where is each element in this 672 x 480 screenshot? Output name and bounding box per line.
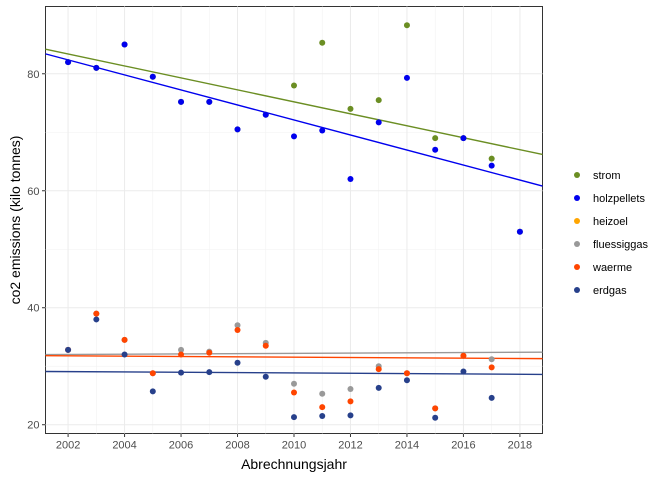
point-erdgas — [206, 369, 213, 376]
point-erdgas — [121, 351, 128, 358]
point-holzpellets — [291, 133, 297, 140]
point-erdgas — [178, 369, 185, 376]
data-points — [65, 22, 523, 421]
point-erdgas — [149, 388, 156, 395]
point-fluessiggas — [488, 356, 495, 363]
point-fluessiggas — [234, 322, 241, 329]
point-waerme — [93, 310, 100, 317]
point-waerme — [149, 370, 156, 377]
point-erdgas — [291, 414, 297, 421]
point-holzpellets — [234, 126, 241, 133]
legend-key-erdgas — [574, 287, 580, 293]
point-waerme — [121, 336, 128, 343]
trend-lines — [45, 48, 543, 376]
point-waerme — [291, 389, 297, 396]
point-erdgas — [488, 394, 495, 401]
point-waerme — [488, 364, 495, 371]
point-strom — [375, 97, 382, 104]
point-fluessiggas — [178, 346, 185, 353]
legend: strom holzpellets heizoel fluessiggas waerme… — [574, 170, 649, 297]
y-tick-label: 80 — [27, 69, 39, 81]
trend-line-fluessiggas — [45, 351, 543, 356]
point-waerme — [178, 351, 185, 358]
point-erdgas — [432, 414, 439, 421]
point-erdgas — [234, 359, 241, 366]
point-fluessiggas — [347, 386, 354, 393]
point-erdgas — [93, 316, 100, 323]
point-waerme — [206, 349, 213, 356]
point-holzpellets — [403, 74, 410, 81]
x-tick-label: 2004 — [112, 440, 136, 452]
x-tick-label: 2008 — [225, 440, 249, 452]
legend-label-heizoel: heizoel — [593, 216, 628, 228]
x-axis-title: Abrechnungsjahr — [241, 456, 347, 472]
point-erdgas — [460, 368, 467, 375]
point-holzpellets — [375, 119, 382, 126]
point-waerme — [347, 398, 354, 405]
point-holzpellets — [319, 127, 326, 134]
legend-key-waerme — [574, 264, 580, 270]
legend-label-holzpellets: holzpellets — [593, 193, 645, 205]
x-axis: 2002 2004 2006 2008 2010 2012 2014 2016 2018 — [56, 433, 532, 452]
point-fluessiggas — [291, 380, 297, 387]
point-waerme — [432, 405, 439, 412]
y-axis: 20 40 60 80 — [27, 69, 46, 432]
x-tick-label: 2012 — [338, 440, 362, 452]
y-tick-label: 40 — [27, 303, 39, 315]
point-waerme — [460, 352, 467, 359]
point-strom — [291, 82, 297, 89]
point-holzpellets — [347, 176, 354, 183]
legend-key-holzpellets — [574, 195, 580, 201]
point-erdgas — [403, 377, 410, 384]
x-tick-label: 2006 — [169, 440, 193, 452]
trend-line-strom — [45, 48, 543, 156]
point-holzpellets — [262, 111, 269, 118]
point-erdgas — [319, 412, 326, 419]
trend-line-erdgas — [45, 370, 543, 376]
point-erdgas — [65, 346, 72, 353]
x-tick-label: 2018 — [508, 440, 532, 452]
x-tick-label: 2002 — [56, 440, 80, 452]
legend-key-fluessiggas — [574, 241, 580, 247]
point-holzpellets — [149, 73, 156, 80]
legend-label-strom: strom — [593, 170, 621, 182]
legend-label-erdgas: erdgas — [593, 285, 627, 297]
point-waerme — [403, 370, 410, 377]
trend-line-holzpellets — [45, 53, 543, 187]
point-erdgas — [375, 384, 382, 391]
point-holzpellets — [206, 98, 213, 105]
point-holzpellets — [432, 146, 439, 153]
legend-label-waerme: waerme — [592, 262, 632, 274]
point-holzpellets — [121, 41, 128, 48]
point-holzpellets — [93, 64, 100, 71]
legend-label-fluessiggas: fluessiggas — [593, 239, 649, 251]
point-holzpellets — [488, 162, 495, 169]
x-tick-label: 2016 — [451, 440, 475, 452]
y-tick-label: 20 — [27, 420, 39, 432]
point-waerme — [375, 366, 382, 373]
y-axis-title: co2 emissions (kilo tonnes) — [7, 136, 23, 305]
point-strom — [403, 22, 410, 29]
legend-key-heizoel — [574, 218, 580, 224]
point-strom — [432, 135, 439, 142]
point-erdgas — [262, 373, 269, 380]
point-fluessiggas — [319, 390, 326, 397]
point-waerme — [262, 342, 269, 349]
point-waerme — [319, 404, 326, 411]
point-holzpellets — [178, 98, 185, 105]
point-erdgas — [347, 412, 354, 419]
x-tick-label: 2014 — [395, 440, 419, 452]
point-holzpellets — [65, 59, 72, 66]
point-waerme — [234, 326, 241, 333]
legend-key-strom — [574, 172, 580, 178]
point-strom — [488, 155, 495, 162]
x-tick-label: 2010 — [282, 440, 306, 452]
point-holzpellets — [516, 228, 523, 235]
point-holzpellets — [460, 135, 467, 142]
point-strom — [347, 105, 354, 112]
point-strom — [319, 39, 326, 46]
y-tick-label: 60 — [27, 186, 39, 198]
trend-line-waerme — [45, 355, 543, 360]
